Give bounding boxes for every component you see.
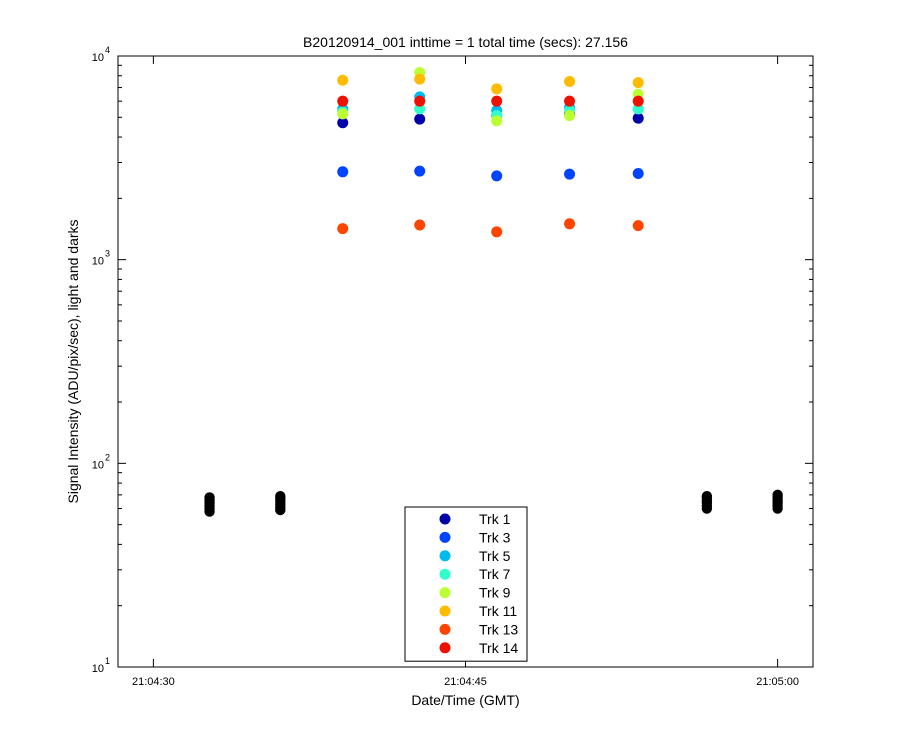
legend-label: Trk 11	[479, 603, 517, 619]
chart-title: B20120914_001 inttime = 1 total time (se…	[303, 34, 628, 50]
point-trk-3	[337, 166, 349, 178]
point-trk-14	[632, 95, 644, 107]
legend-label: Trk 9	[479, 585, 511, 601]
point-trk-13	[632, 220, 644, 232]
point-trk-11	[632, 77, 644, 89]
point-trk-7	[632, 103, 644, 115]
y-tick-exponent: 1	[105, 656, 110, 666]
point-trk-1	[414, 113, 426, 125]
y-tick-label: 10	[92, 663, 104, 675]
y-axis-title: Signal Intensity (ADU/pix/sec), light an…	[65, 219, 81, 503]
y-tick-label: 10	[92, 52, 104, 64]
legend-marker	[439, 623, 451, 635]
light-points	[337, 66, 644, 238]
point-trk-3	[564, 168, 576, 180]
point-trk-13	[337, 223, 349, 235]
legend-marker	[439, 568, 451, 580]
point-trk-9	[564, 110, 576, 122]
point-trk-13	[491, 226, 503, 238]
dark-point	[772, 489, 783, 501]
point-trk-1	[337, 117, 349, 129]
dark-point	[701, 490, 713, 502]
legend-marker	[439, 605, 451, 617]
point-trk-3	[491, 170, 503, 182]
point-trk-13	[414, 219, 426, 231]
x-axis-title: Date/Time (GMT)	[411, 692, 519, 708]
legend-label: Trk 14	[479, 640, 518, 656]
point-trk-13	[564, 218, 576, 230]
point-trk-9	[491, 115, 503, 127]
legend-label: Trk 13	[479, 621, 518, 637]
y-tick-label: 10	[92, 256, 104, 268]
dark-point	[204, 492, 215, 503]
dark-points	[204, 489, 783, 517]
legend-marker	[439, 513, 451, 525]
legend-label: Trk 3	[479, 529, 511, 545]
point-trk-1	[632, 112, 644, 124]
legend-box	[404, 506, 528, 662]
point-trk-14	[414, 95, 426, 107]
x-tick-label: 21:05:00	[756, 676, 799, 688]
point-trk-3	[414, 165, 426, 177]
y-tick-exponent: 4	[105, 45, 110, 55]
legend-marker	[439, 587, 451, 599]
point-trk-7	[414, 103, 426, 115]
y-tick-exponent: 2	[105, 452, 110, 462]
point-trk-14	[564, 95, 576, 107]
point-trk-11	[414, 73, 426, 85]
point-trk-11	[337, 74, 349, 86]
x-tick-label: 21:04:30	[132, 676, 175, 688]
point-trk-11	[491, 83, 503, 95]
legend-marker	[439, 642, 451, 654]
legend-label: Trk 1	[479, 511, 511, 527]
point-trk-9	[337, 108, 349, 120]
legend-label: Trk 5	[479, 548, 511, 564]
legend-marker	[439, 531, 451, 543]
y-tick-label: 10	[92, 459, 104, 471]
legend-label: Trk 7	[479, 566, 511, 582]
y-tick-exponent: 3	[105, 249, 110, 259]
point-trk-14	[337, 95, 349, 107]
point-trk-11	[564, 75, 576, 87]
legend: Trk 1 Trk 3 Trk 5 Trk 7 Trk 9 Trk 11 Trk 13 Trk…	[404, 506, 528, 662]
point-trk-14	[491, 95, 503, 107]
dark-point	[275, 490, 286, 502]
legend-marker	[439, 550, 451, 562]
point-trk-3	[632, 167, 644, 179]
x-tick-label: 21:04:45	[444, 676, 487, 688]
